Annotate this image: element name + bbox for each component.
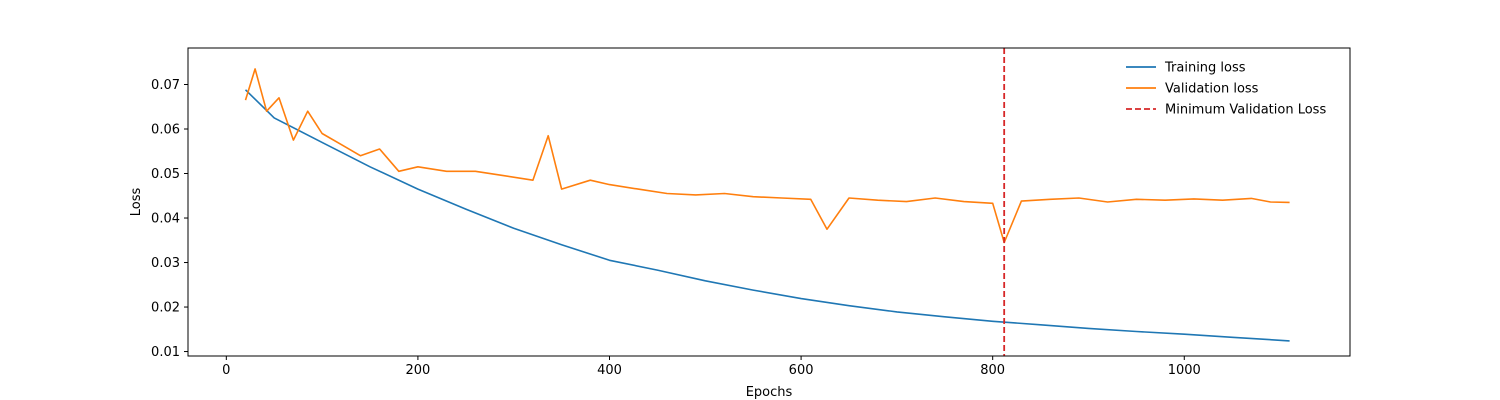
x-tick-label: 200 [405, 363, 430, 378]
x-axis: 0 200 400 600 800 1000 [222, 356, 1201, 378]
y-tick-label: 0.03 [151, 256, 180, 271]
legend-label: Minimum Validation Loss [1165, 103, 1326, 118]
y-tick-label: 0.02 [151, 301, 180, 316]
y-axis-label: Loss [129, 188, 144, 217]
y-axis: 0.01 0.02 0.03 0.04 0.05 0.06 0.07 [151, 78, 188, 360]
plot-lines [244, 48, 1290, 356]
legend-item: Validation loss [1126, 82, 1259, 97]
legend: Training loss Validation loss Minimum Vali… [1126, 61, 1326, 118]
plot-frame [187, 47, 1351, 357]
legend-item: Training loss [1126, 61, 1246, 76]
x-tick-label: 400 [597, 363, 622, 378]
validation-loss-line [244, 68, 1290, 244]
legend-label: Training loss [1164, 61, 1246, 76]
x-tick-label: 600 [789, 363, 814, 378]
legend-item: Minimum Validation Loss [1126, 103, 1326, 118]
y-tick-label: 0.05 [151, 167, 180, 182]
y-tick-label: 0.07 [151, 78, 180, 93]
y-tick-label: 0.06 [151, 123, 180, 138]
legend-label: Validation loss [1165, 82, 1259, 97]
x-axis-label: Epochs [746, 385, 793, 400]
training-loss-line [244, 89, 1290, 342]
plot-area [188, 48, 1350, 356]
x-tick-label: 1000 [1168, 363, 1201, 378]
x-tick-label: 0 [222, 363, 230, 378]
x-tick-label: 800 [980, 363, 1005, 378]
y-tick-label: 0.04 [151, 212, 180, 227]
y-tick-label: 0.01 [151, 345, 180, 360]
